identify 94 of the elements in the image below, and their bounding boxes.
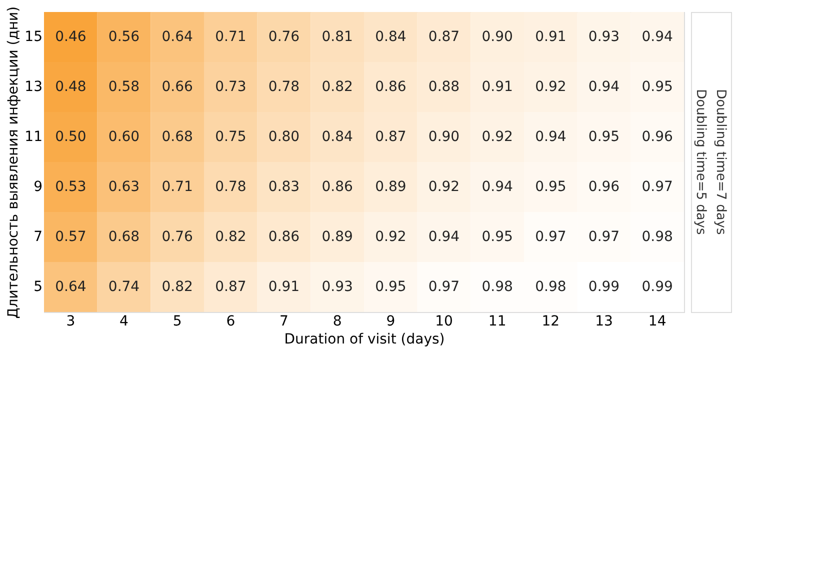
data-label: 0.99 (588, 279, 620, 295)
data-label: 0.94 (588, 79, 620, 95)
x-tick-label: 7 (280, 314, 288, 330)
y-tick-label: 13 (24, 79, 42, 95)
data-label: 0.56 (108, 29, 140, 45)
data-label: 0.46 (55, 29, 86, 45)
data-label: 0.96 (588, 179, 620, 195)
x-tick-label: 4 (120, 314, 129, 330)
data-label: 0.81 (322, 29, 353, 45)
data-label: 0.76 (162, 229, 194, 245)
data-label: 0.95 (375, 279, 406, 295)
data-label: 0.92 (428, 179, 460, 195)
data-label: 0.88 (428, 79, 460, 95)
data-label: 0.99 (642, 279, 673, 295)
data-label: 0.84 (322, 129, 354, 145)
data-label: 0.71 (162, 179, 193, 195)
x-tick-label: 3 (66, 314, 76, 330)
data-label: 0.97 (428, 279, 460, 295)
data-label: 0.97 (588, 229, 620, 245)
data-label: 0.86 (322, 179, 354, 195)
data-label: 0.75 (215, 129, 246, 145)
data-label: 0.98 (482, 279, 513, 295)
data-label: 0.74 (108, 279, 140, 295)
data-label: 0.64 (55, 279, 86, 295)
data-label: 0.64 (162, 29, 194, 45)
data-label: 0.92 (535, 79, 566, 95)
x-tick-label: 9 (386, 314, 396, 330)
data-label: 0.53 (55, 179, 86, 195)
y-tick-label: 9 (34, 179, 42, 195)
data-label: 0.80 (268, 129, 300, 145)
x-tick-label: 13 (595, 314, 613, 330)
y-tick-label: 7 (34, 229, 42, 245)
data-label: 0.87 (215, 279, 246, 295)
y-tick-label: 11 (24, 129, 42, 145)
x-axis-title: Duration of visit (days) (284, 332, 445, 348)
data-label: 0.89 (375, 179, 406, 195)
data-label: 0.94 (428, 229, 460, 245)
data-label: 0.58 (108, 79, 140, 95)
data-label: 0.73 (215, 79, 246, 95)
data-label: 0.98 (535, 279, 566, 295)
data-label: 0.84 (375, 29, 406, 45)
y-axis-title: Длительность выявления инфекции (дни) (6, 6, 22, 319)
data-label: 0.82 (162, 279, 193, 295)
data-label: 0.94 (642, 29, 674, 45)
data-label: 0.91 (268, 279, 300, 295)
data-label: 0.91 (535, 29, 566, 45)
data-label: 0.95 (482, 229, 513, 245)
data-label: 0.97 (642, 179, 673, 195)
x-tick-label: 14 (648, 314, 666, 330)
data-label: 0.92 (482, 129, 513, 145)
x-tick-label: 10 (435, 314, 453, 330)
data-label: 0.76 (268, 29, 300, 45)
data-label: 0.87 (428, 29, 460, 45)
y-tick-label: 15 (24, 29, 42, 45)
data-label: 0.50 (55, 129, 86, 145)
data-label: 0.60 (108, 129, 140, 145)
data-label: 0.48 (55, 79, 86, 95)
data-label: 0.90 (428, 129, 460, 145)
y-tick-label: 5 (34, 279, 42, 295)
data-label: 0.97 (535, 229, 566, 245)
data-label: 0.83 (268, 179, 300, 195)
data-label: 0.98 (642, 229, 673, 245)
data-label: 0.92 (375, 229, 406, 245)
text: Doubling time=7 days (713, 89, 728, 236)
data-label: 0.95 (642, 79, 673, 95)
data-label: 0.90 (482, 29, 513, 45)
x-tick-label: 12 (542, 314, 560, 330)
x-tick-label: 5 (172, 314, 182, 330)
data-label: 0.57 (55, 229, 86, 245)
data-label: 0.96 (642, 129, 674, 145)
data-label: 0.71 (215, 29, 246, 45)
data-label: 0.66 (162, 79, 194, 95)
data-label: 0.82 (322, 79, 353, 95)
text: Doubling time=5 days (693, 89, 708, 236)
data-label: 0.93 (322, 279, 353, 295)
data-label: 0.94 (535, 129, 566, 145)
data-label: 0.78 (268, 79, 300, 95)
data-label: 0.78 (215, 179, 246, 195)
data-label: 0.68 (108, 229, 140, 245)
data-label: 0.87 (375, 129, 406, 145)
data-label: 0.89 (322, 229, 353, 245)
data-label: 0.95 (535, 179, 566, 195)
data-label: 0.95 (588, 129, 620, 145)
data-label: 0.93 (588, 29, 620, 45)
x-tick-label: 6 (226, 314, 236, 330)
x-tick-label: 11 (488, 314, 506, 330)
data-label: 0.82 (215, 229, 246, 245)
data-label: 0.86 (375, 79, 406, 95)
data-label: 0.63 (108, 179, 140, 195)
data-label: 0.68 (162, 129, 193, 145)
x-tick-label: 8 (332, 314, 342, 330)
data-label: 0.94 (482, 179, 514, 195)
data-label: 0.91 (482, 79, 513, 95)
data-label: 0.86 (268, 229, 300, 245)
